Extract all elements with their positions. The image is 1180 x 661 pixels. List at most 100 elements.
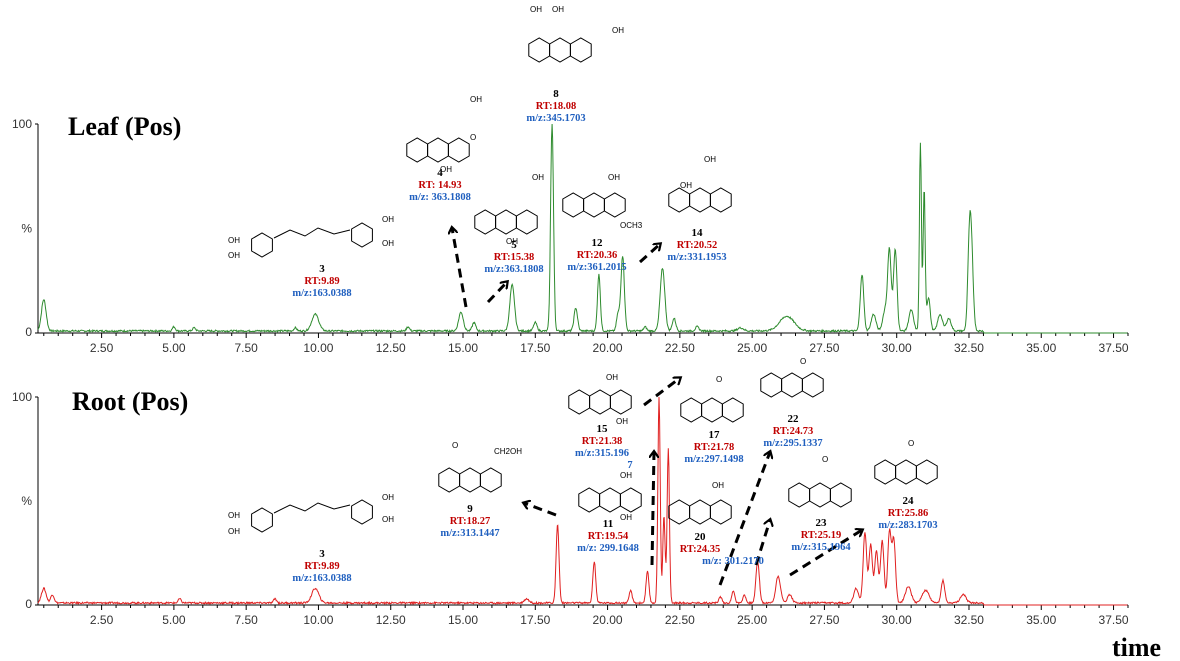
structure-ring (709, 499, 732, 525)
mass-to-charge: m/z:313.1447 (440, 528, 499, 539)
structure-atom-label: OH (228, 527, 240, 536)
compound-number: 17 (709, 429, 721, 441)
leaf-chromatogram-line (37, 123, 1128, 334)
structure-ring (760, 372, 783, 398)
structure-atom-label: OH (620, 513, 632, 522)
compound-number: 3 (319, 548, 325, 560)
compound-number: 9 (467, 503, 473, 515)
structure-ring (515, 209, 538, 235)
mass-to-charge: m/z:363.1808 (484, 264, 543, 275)
structure-chain (273, 227, 351, 239)
leaf-axes: 0% 100 2.50 5.00 7.50 10.00 12.50 15.00 17.50 20.… (12, 117, 1129, 355)
structure-atom-label: O (800, 357, 806, 366)
root-x-tick-label: 30.00 (882, 613, 912, 627)
annotation-arrow (486, 282, 507, 304)
structure-chain (273, 502, 351, 514)
leaf-x-tick-label: 27.50 (809, 341, 839, 355)
root-x-tick-label: 12.50 (376, 613, 406, 627)
leaf-y-tick-label: % (21, 222, 32, 236)
compound-number: 11 (603, 518, 613, 530)
structure-ring (689, 187, 711, 213)
structure-ring (829, 482, 852, 508)
leaf-x-tick-label: 22.50 (665, 341, 695, 355)
structure-atom-label: OH (608, 173, 620, 182)
structure-ring (781, 372, 803, 398)
root-x-tick-label: 5.00 (162, 613, 186, 627)
root-y-tick-label: 0 (25, 597, 32, 611)
compound-number: 23 (816, 517, 828, 529)
structure-ring (874, 459, 897, 485)
structure-ring (495, 209, 517, 235)
root-annotation-23: 23 RT:25.19 m/z:315.1964 (791, 517, 851, 553)
retention-time: RT:21.78 (694, 442, 735, 453)
mass-to-charge: m/z:345.1703 (526, 113, 585, 124)
structure-ring (459, 467, 481, 493)
leaf-x-tick-label: 32.50 (954, 341, 984, 355)
compound-number: 14 (692, 227, 704, 239)
annotation-arrow (718, 452, 770, 586)
structure-ring (809, 482, 831, 508)
structure-atom-label: O (470, 133, 476, 142)
compound-number: 24 (903, 495, 915, 507)
root-x-tick-label: 25.00 (737, 613, 767, 627)
root-x-tick-label: 27.50 (809, 613, 839, 627)
root-x-tick-label: 22.50 (665, 613, 695, 627)
leaf-x-tick-label: 5.00 (162, 341, 186, 355)
mass-to-charge: m/z:163.0388 (292, 573, 351, 584)
structure-atom-label: OH (470, 95, 482, 104)
compound-number: 3 (319, 263, 325, 275)
compound-number: 20 (695, 531, 707, 543)
structure-atom-label: O (716, 375, 722, 384)
leaf-x-tick-label: 15.00 (448, 341, 478, 355)
root-annotation-15: 15 RT:21.38 m/z:315.196 7 (575, 423, 633, 471)
structure-ring (479, 467, 502, 493)
structure-ring (569, 37, 592, 63)
root-annotation-17: 17 RT:21.78 m/z:297.1498 (684, 429, 743, 465)
structure-ring (609, 389, 632, 415)
structure-atom-label: O (452, 441, 458, 450)
leaf-x-tick-label: 25.00 (737, 341, 767, 355)
mass-to-charge: m/z:163.0388 (292, 288, 351, 299)
compound-number: 4 (437, 167, 443, 179)
mass-to-charge: m/z:283.1703 (878, 520, 937, 531)
structure-atom-label: OCH3 (620, 221, 643, 230)
root-x-tick-label: 2.50 (90, 613, 114, 627)
structure-ring (668, 499, 691, 525)
structure-ring (528, 37, 551, 63)
leaf-x-tick-label: 35.00 (1026, 341, 1056, 355)
structure-ring (721, 397, 744, 423)
structure-atom-label: OH (382, 215, 394, 224)
leaf-annotation-14: 14 RT:20.52 m/z:331.1953 (667, 227, 726, 263)
structure-ring (668, 187, 691, 213)
mass-to-charge: m/z:315.196 (575, 448, 629, 459)
structure-atom-label: OH (228, 236, 240, 245)
mass-to-charge: m/z: 299.1648 (577, 543, 639, 554)
compound-number: 22 (788, 413, 800, 425)
structure-ring (549, 37, 571, 63)
root-panel-title: Root (Pos) (72, 387, 188, 416)
structure-ring (895, 459, 917, 485)
structure-atom-label: OH (704, 155, 716, 164)
structure-ring (603, 192, 626, 218)
root-x-tick-label: 7.50 (234, 613, 258, 627)
structure-ring (578, 487, 601, 513)
structure-atom-label: OH (228, 251, 240, 260)
structure-ring (915, 459, 938, 485)
leaf-x-tick-label: 30.00 (882, 341, 912, 355)
retention-time: RT:24.35 (680, 544, 721, 555)
retention-time: RT:18.27 (450, 516, 491, 527)
annotation-arrow (638, 244, 660, 264)
chemical-structures: OH OH OH OH OH OH O OH OH OH OH OH OH OCH3 OH OH OH OH OH O… (228, 5, 938, 536)
root-y-tick-label: % (21, 494, 32, 508)
structure-atom-label: O (822, 455, 828, 464)
leaf-annotation-4: 4 RT: 14.93 m/z: 363.1808 (409, 167, 471, 203)
structure-ring (589, 389, 611, 415)
retention-time: RT:18.08 (536, 101, 577, 112)
structure-ring (680, 397, 703, 423)
x-axis-title: time (1112, 633, 1161, 661)
retention-time: RT:9.89 (304, 561, 339, 572)
leaf-x-tick-label: 7.50 (234, 341, 258, 355)
structure-atom-label: OH (532, 173, 544, 182)
structure-atom-label: OH (620, 471, 632, 480)
